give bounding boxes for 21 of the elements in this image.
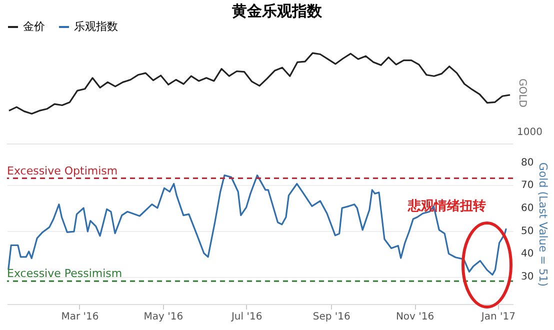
y-tick-label: 50 <box>521 226 534 237</box>
x-tick-label: Nov '16 <box>396 312 434 322</box>
x-tick-label: Jan '17 <box>480 312 516 322</box>
ref-line-label: Excessive Optimism <box>7 164 118 178</box>
x-tick-label: Mar '16 <box>61 312 99 322</box>
legend-label: 乐观指数 <box>74 20 118 33</box>
annotation: 悲观情绪扭转 <box>407 198 486 214</box>
x-tick-label: Jul '16 <box>230 312 262 322</box>
y-tick-label: 60 <box>521 203 534 214</box>
y-axis-title: GOLD <box>516 78 528 108</box>
y-tick-label: 30 <box>521 272 534 283</box>
ref-line-label: Excessive Pessimism <box>7 267 122 280</box>
y-tick-label: 70 <box>521 180 534 192</box>
legend-label: 金价 <box>23 20 45 33</box>
y-tick-label: 80 <box>521 157 534 168</box>
y-axis-title: Gold (Last Value = 51) <box>536 162 550 287</box>
x-tick-label: Sep '16 <box>312 312 350 322</box>
text: 1000 <box>517 126 542 138</box>
chart-title: 黄金乐观指数 <box>231 2 324 20</box>
y-tick-label: 40 <box>521 248 534 260</box>
x-tick-label: May '16 <box>144 312 184 322</box>
